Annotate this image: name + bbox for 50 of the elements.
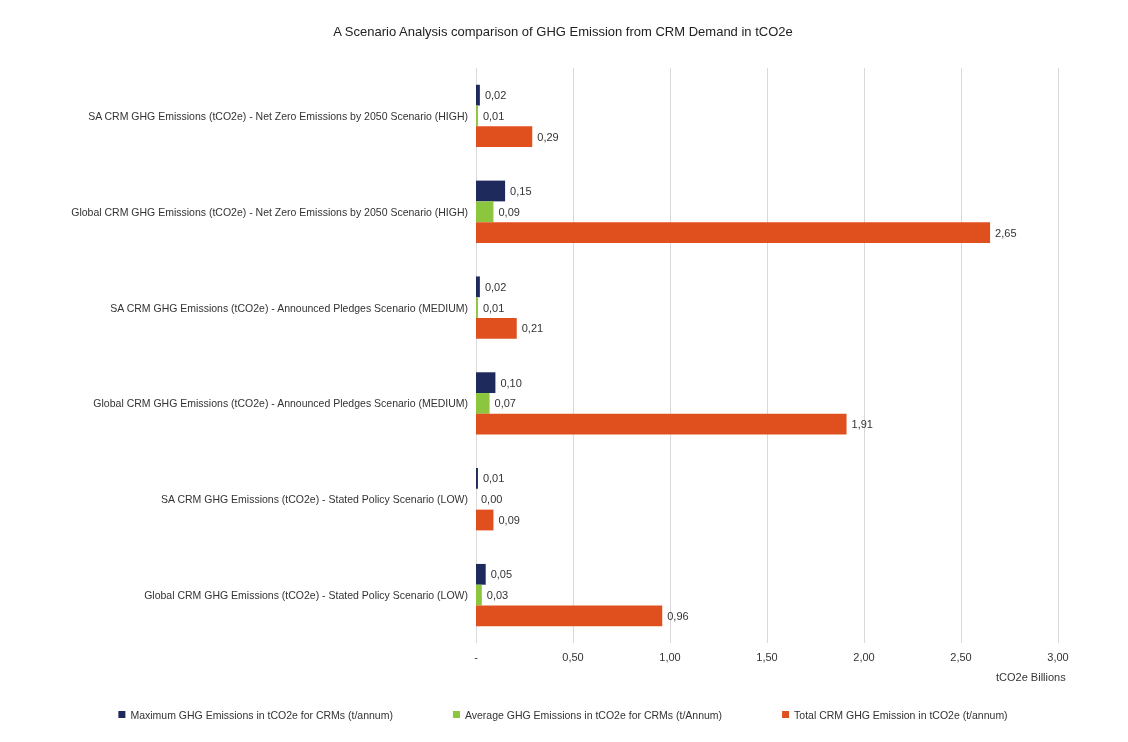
data-label: 0,01 xyxy=(482,301,505,314)
data-label: 0,21 xyxy=(521,322,544,335)
chart-title: A Scenario Analysis comparison of GHG Emission from CRM Demand in tCO2e xyxy=(333,24,793,39)
bar xyxy=(476,276,480,298)
bar xyxy=(476,84,480,106)
data-label: 0,10 xyxy=(500,376,522,389)
data-label: 0,96 xyxy=(667,609,689,622)
data-label: 0,01 xyxy=(482,109,505,122)
y-tick-label: Global CRM GHG Emissions (tCO2e) - Announced Pledges Scenario (MEDIUM) xyxy=(93,397,468,410)
x-tick-label: 2,50 xyxy=(950,650,972,663)
y-tick-label: Global CRM GHG Emissions (tCO2e) - Stated Policy Scenario (LOW) xyxy=(144,589,468,602)
data-label: 0,09 xyxy=(498,205,520,218)
legend-label: Maximum GHG Emissions in tCO2e for CRMs (t/annum) xyxy=(130,708,393,721)
bar xyxy=(476,317,517,339)
y-tick-label: Global CRM GHG Emissions (tCO2e) - Net Zero Emissions by 2050 Scenario (HIGH) xyxy=(71,205,468,218)
x-tick-label: 3,00 xyxy=(1047,650,1069,663)
y-tick-label: SA CRM GHG Emissions (tCO2e) - Announced Pledges Scenario (MEDIUM) xyxy=(110,301,468,314)
data-label: 0,29 xyxy=(537,130,559,143)
data-label: 0,15 xyxy=(510,184,532,197)
data-label: 0,05 xyxy=(490,568,513,581)
bar xyxy=(476,372,496,394)
x-tick-label: 2,00 xyxy=(853,650,875,663)
data-label: 0,09 xyxy=(498,514,520,527)
data-label: 0,00 xyxy=(481,493,503,506)
data-label: 0,02 xyxy=(484,280,507,293)
bar xyxy=(476,509,494,531)
bar xyxy=(476,180,506,202)
bar xyxy=(476,222,991,243)
bar xyxy=(476,201,494,223)
data-label: 2,65 xyxy=(995,226,1017,239)
y-tick-label: SA CRM GHG Emissions (tCO2e) - Net Zero Emissions by 2050 Scenario (HIGH) xyxy=(88,109,468,122)
data-label: 0,03 xyxy=(486,589,509,602)
legend-label: Average GHG Emissions in tCO2e for CRMs (t/Annum) xyxy=(464,708,723,721)
legend-label: Total CRM GHG Emission in tCO2e (t/annum) xyxy=(794,708,1008,721)
bar xyxy=(476,584,482,606)
x-axis-title: tCO2e Billions xyxy=(996,670,1067,683)
bar xyxy=(476,393,490,414)
x-tick-label: - xyxy=(474,650,479,663)
data-label: 0,07 xyxy=(494,397,516,410)
y-tick-label: SA CRM GHG Emissions (tCO2e) - Stated Policy Scenario (LOW) xyxy=(161,493,468,506)
bar xyxy=(476,413,847,435)
bar xyxy=(476,563,486,585)
data-label: 1,91 xyxy=(851,418,873,431)
x-tick-label: 0,50 xyxy=(562,650,584,663)
x-tick-label: 1,00 xyxy=(659,650,681,663)
data-label: 0,02 xyxy=(484,89,507,102)
bar xyxy=(476,126,533,148)
x-tick-label: 1,50 xyxy=(756,650,778,663)
bar xyxy=(476,605,663,627)
data-label: 0,01 xyxy=(482,472,505,485)
